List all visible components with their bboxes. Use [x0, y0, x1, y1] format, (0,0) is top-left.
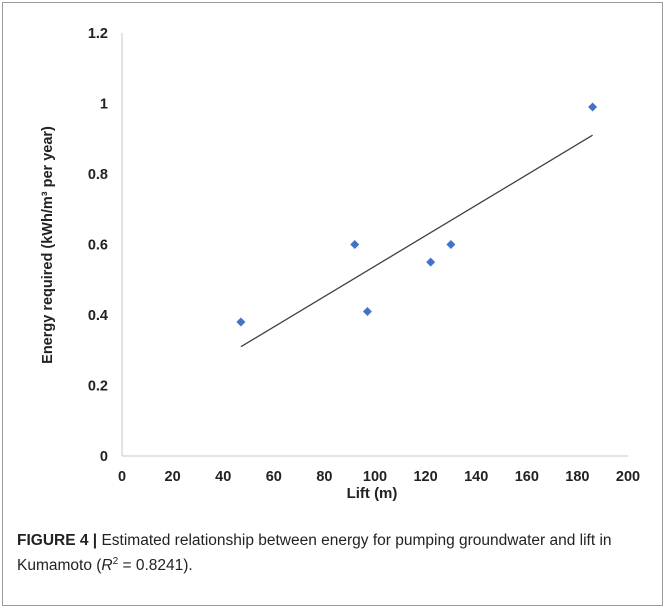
x-tick-label: 80	[316, 469, 332, 485]
x-tick-label: 40	[215, 469, 231, 485]
x-axis-label: Lift (m)	[347, 485, 398, 502]
y-axis-label: Energy required (kWh/m³ per year)	[40, 126, 56, 364]
x-tick-label: 120	[413, 469, 437, 485]
y-tick-label: 0	[100, 449, 108, 465]
data-point	[236, 317, 246, 327]
scatter-chart: 0 20 40 60 80 100 120 140 160 180 200 0 0.2 0.4 0.6 0.8…	[40, 26, 640, 502]
chart-area: 0 20 40 60 80 100 120 140 160 180 200 0 0.2 0.4 0.6 0.8…	[15, 3, 660, 508]
data-point	[446, 240, 456, 249]
x-tick-label: 200	[616, 469, 640, 485]
x-tick-label: 0	[118, 469, 126, 485]
trendline	[240, 134, 593, 348]
caption-text: Estimated relationship between energy fo…	[17, 532, 612, 575]
tick-labels: 0 20 40 60 80 100 120 140 160 180 200 0 0.2 0.4 0.6 0.8…	[88, 26, 640, 485]
caption-label: FIGURE 4 |	[17, 532, 98, 549]
trendline-layer	[240, 134, 593, 348]
data-point	[362, 306, 372, 316]
axes	[121, 33, 628, 457]
x-tick-label: 100	[363, 469, 387, 485]
x-tick-label: 140	[464, 469, 488, 485]
y-tick-label: 0.4	[88, 308, 108, 324]
data-point	[350, 240, 360, 249]
y-tick-label: 0.8	[88, 167, 108, 183]
y-tick-label: 0.2	[88, 379, 108, 395]
data-point	[588, 102, 598, 112]
caption-text-end: = 0.8241).	[118, 557, 193, 575]
x-tick-label: 160	[515, 469, 539, 485]
x-tick-label: 180	[565, 469, 589, 485]
r-exponent: 2	[112, 556, 119, 567]
x-tick-label: 60	[266, 469, 282, 485]
data-points	[236, 102, 598, 327]
x-tick-label: 20	[165, 469, 181, 485]
y-tick-label: 0.6	[88, 238, 108, 254]
data-point	[426, 257, 436, 267]
figure-caption: FIGURE 4 | Estimated relationship betwee…	[17, 530, 652, 576]
r-symbol: R	[101, 557, 113, 575]
y-tick-label: 1	[100, 97, 108, 113]
y-tick-label: 1.2	[88, 26, 108, 42]
